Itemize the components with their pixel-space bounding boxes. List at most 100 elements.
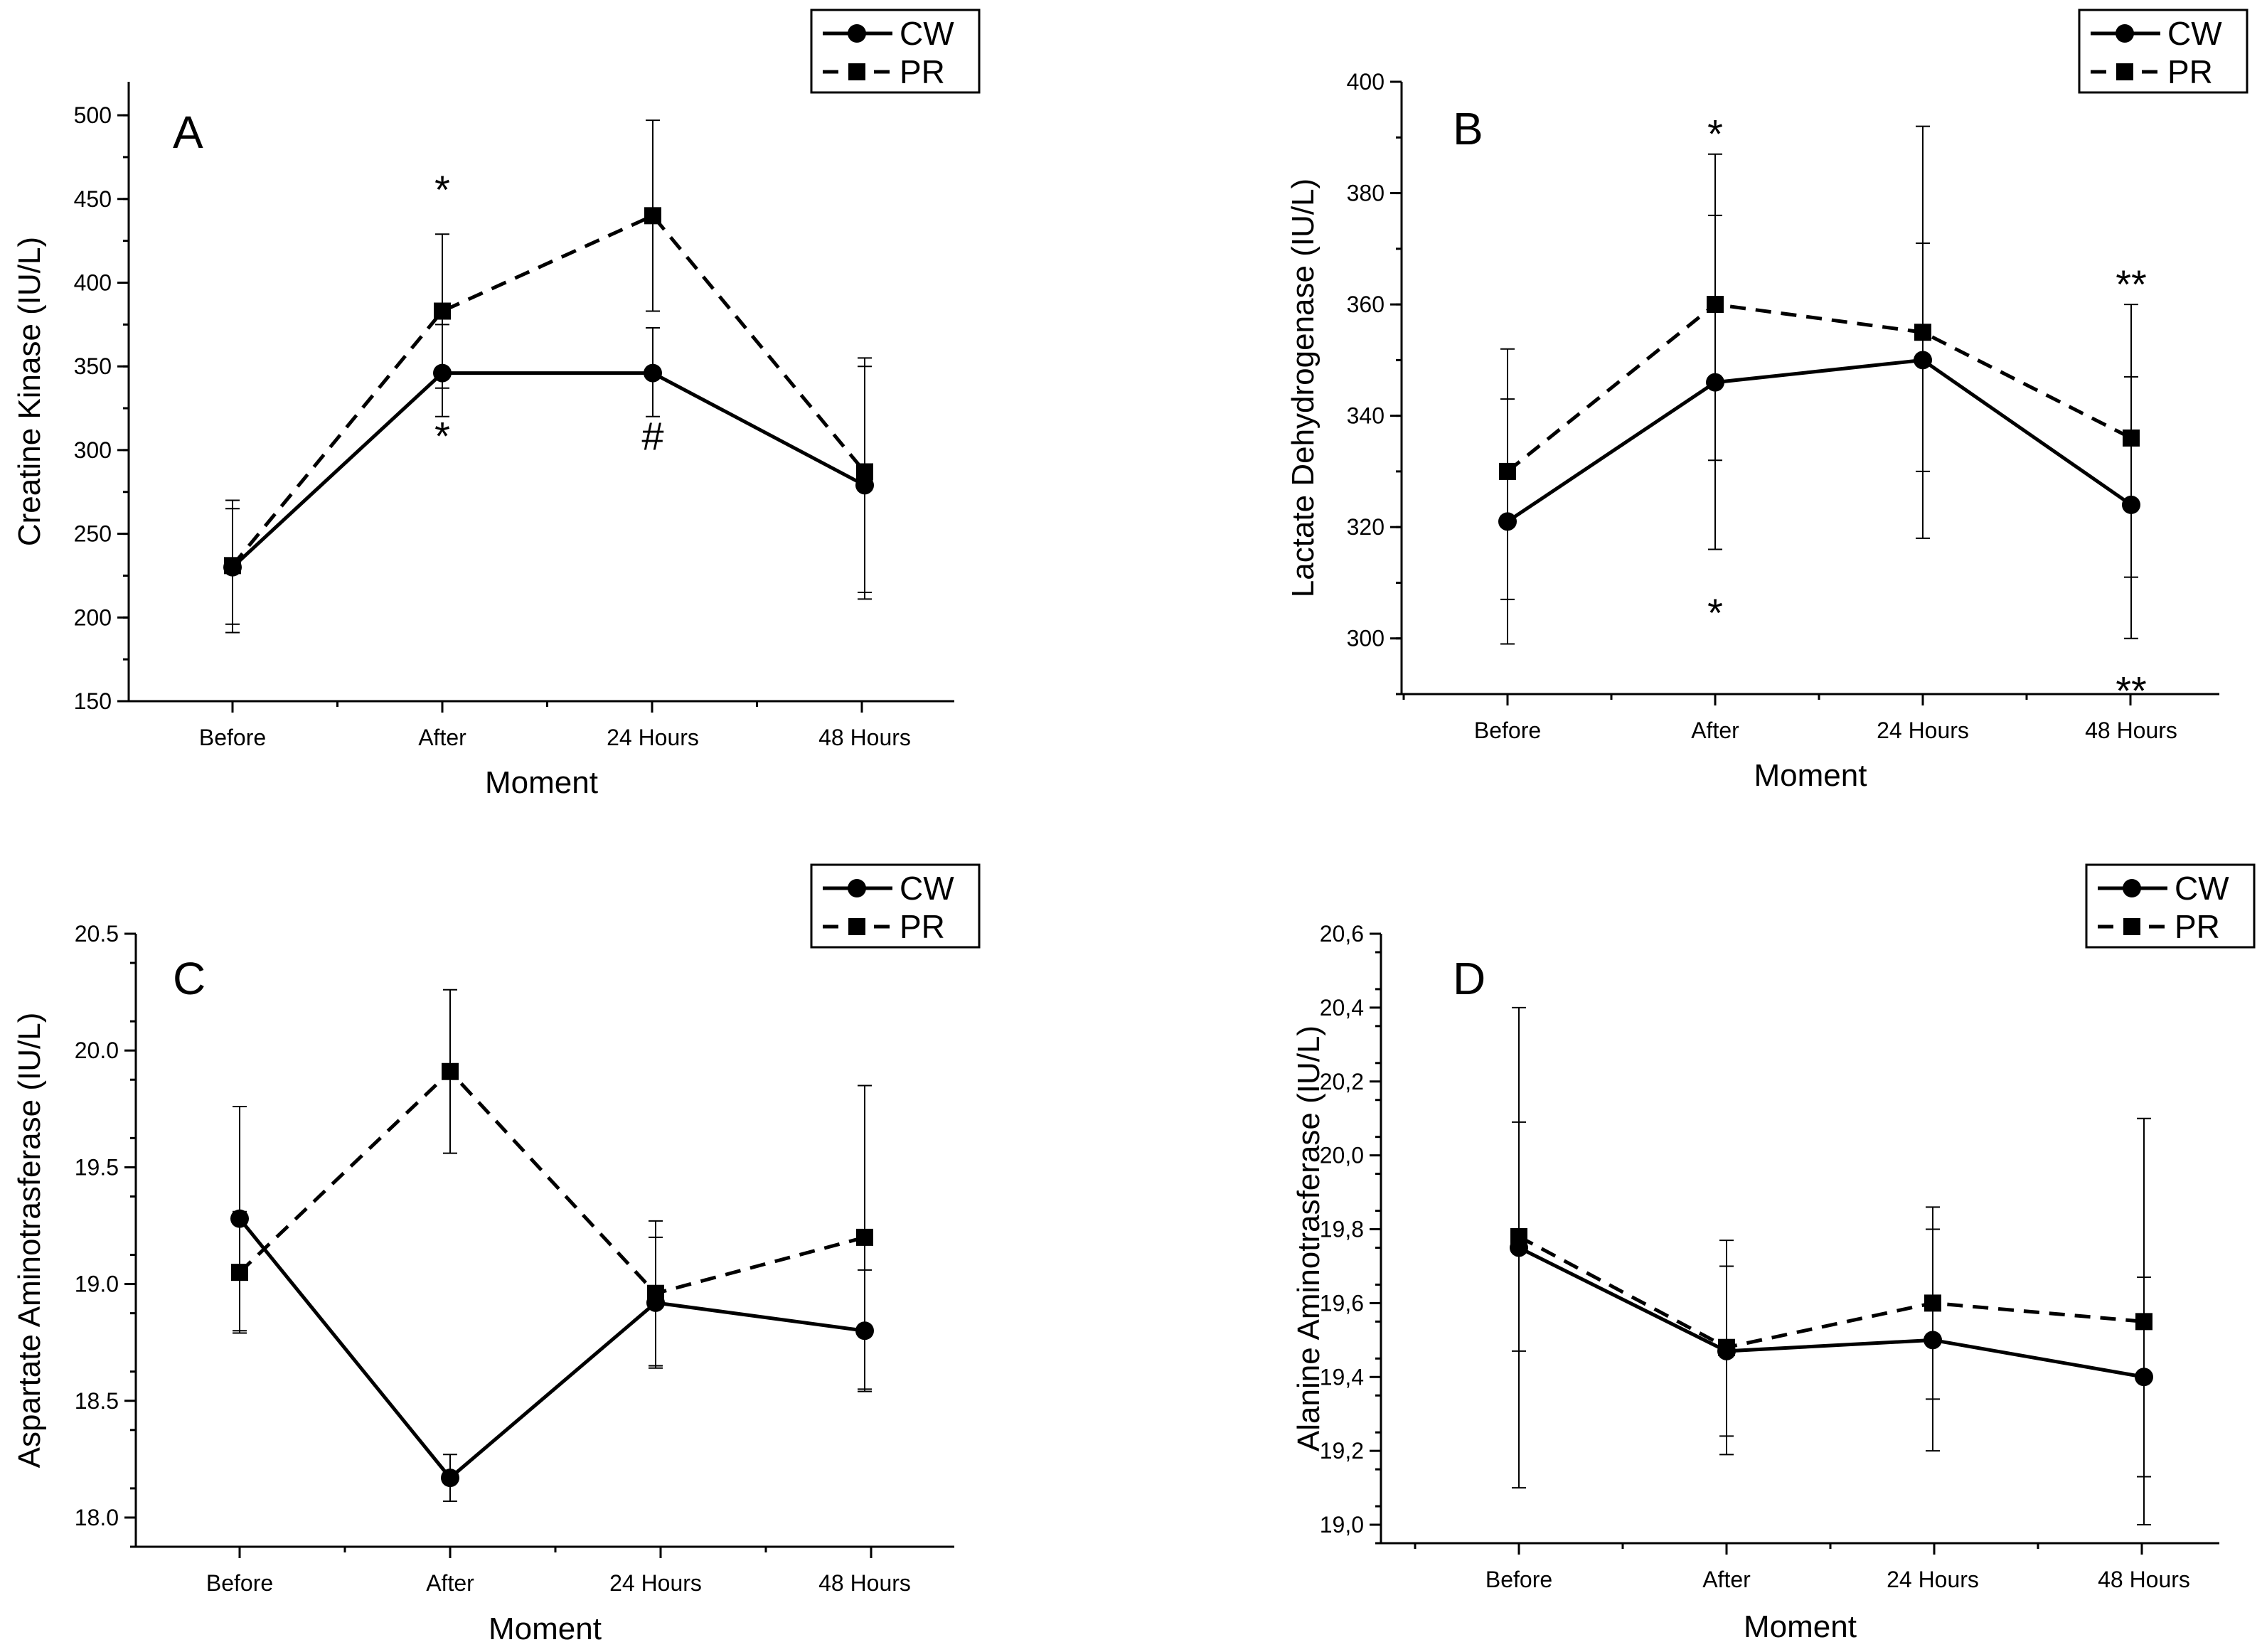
y-tick-label: 20,6 — [1320, 921, 1364, 947]
legend-marker-cw — [848, 24, 866, 43]
x-tick-label: 24 Hours — [1877, 718, 1969, 743]
y-tick-label: 450 — [74, 186, 112, 212]
series-cw — [1510, 1006, 2153, 1489]
legend-box — [810, 863, 981, 949]
y-tick-label: 20.5 — [75, 921, 119, 947]
series-pr — [224, 119, 873, 634]
series-line-pr — [238, 1069, 865, 1296]
data-point-pr — [1718, 1338, 1735, 1356]
panel-letter: C — [173, 953, 206, 1004]
legend-label: PR — [2167, 53, 2213, 90]
data-point-cw — [644, 363, 662, 383]
x-tick-label: 48 Hours — [818, 725, 911, 750]
x-tick-label: After — [418, 725, 466, 750]
x-tick-label: After — [426, 1570, 474, 1596]
series-cw — [230, 1106, 874, 1502]
significance-annotation: ** — [2116, 668, 2147, 713]
data-point-cw — [441, 1469, 459, 1488]
x-axis-title: Moment — [1744, 1609, 1857, 1644]
legend-label: CW — [900, 15, 954, 52]
y-tick-label: 19,4 — [1320, 1364, 1364, 1390]
legend-marker-pr — [2116, 63, 2133, 80]
series-pr — [1510, 1117, 2152, 1526]
y-tick-label: 19.5 — [75, 1154, 119, 1180]
significance-annotation: * — [434, 167, 450, 212]
legend-box — [810, 9, 981, 94]
panel-d: 19,0 19,2 19,4 19,6 19,8 20,0 20,2 20,4 20,6 Befo… — [1291, 863, 2256, 1644]
y-tick-label: 19.0 — [75, 1272, 119, 1297]
y-tick-label: 20,2 — [1320, 1069, 1364, 1094]
data-point-pr — [2123, 429, 2140, 447]
x-tick-label: 48 Hours — [2085, 718, 2177, 743]
data-point-pr — [644, 207, 661, 225]
y-tick-label: 19,0 — [1320, 1512, 1364, 1538]
legend-marker-cw — [2116, 24, 2134, 43]
y-axis-title: Lactate Dehydrogenase (IU/L) — [1286, 178, 1321, 597]
data-point-pr — [231, 1264, 248, 1281]
data-point-pr — [1499, 462, 1516, 480]
legend-marker-pr — [848, 918, 865, 935]
y-tick-label: 19,2 — [1320, 1438, 1364, 1464]
data-point-pr — [856, 463, 873, 481]
y-tick-label: 20.0 — [75, 1038, 119, 1063]
series-cw — [1498, 214, 2140, 639]
legend-label: CW — [2167, 15, 2222, 52]
legend-marker-cw — [2123, 879, 2141, 897]
y-tick-label: 250 — [74, 521, 112, 547]
significance-annotation: # — [641, 413, 663, 458]
x-tick-label: Before — [1474, 718, 1541, 743]
legend-box — [2085, 863, 2256, 949]
significance-annotation: ** — [2116, 262, 2147, 307]
data-point-pr — [2135, 1313, 2152, 1331]
data-point-pr — [434, 302, 451, 320]
x-tick-label: 24 Hours — [609, 1570, 702, 1596]
y-tick-label: 500 — [74, 102, 112, 128]
x-tick-label: After — [1691, 718, 1739, 743]
y-tick-label: 150 — [74, 688, 112, 714]
y-tick-label: 350 — [74, 353, 112, 379]
legend-box — [2078, 9, 2248, 94]
y-tick-label: 320 — [1347, 514, 1385, 540]
x-tick-label: 48 Hours — [818, 1570, 911, 1596]
y-tick-label: 20,0 — [1320, 1143, 1364, 1168]
data-point-pr — [442, 1062, 459, 1080]
data-point-pr — [1510, 1227, 1527, 1245]
x-tick-label: Before — [199, 725, 266, 750]
significance-annotation: * — [1707, 112, 1723, 156]
series-cw — [223, 324, 874, 625]
x-tick-label: 24 Hours — [607, 725, 699, 750]
x-tick-label: 48 Hours — [2098, 1567, 2190, 1592]
panel-letter: B — [1453, 103, 1483, 154]
data-point-pr — [856, 1228, 873, 1246]
y-tick-label: 300 — [74, 437, 112, 463]
series-line-cw — [1517, 1246, 2145, 1379]
series-pr — [1499, 125, 2140, 645]
data-point-pr — [647, 1284, 664, 1302]
series-line-pr — [1517, 1235, 2145, 1350]
data-point-pr — [224, 557, 241, 575]
legend-label: CW — [900, 870, 954, 907]
series-line-cw — [238, 1217, 865, 1481]
legend-marker-pr — [848, 63, 865, 80]
y-tick-label: 18.0 — [75, 1505, 119, 1530]
y-axis-title: Alanine Aminotrasferase (IU/L) — [1291, 1025, 1326, 1451]
legend-label: CW — [2175, 870, 2229, 907]
y-tick-label: 380 — [1347, 181, 1385, 206]
series-line-pr — [1506, 302, 2133, 473]
y-tick-label: 19,6 — [1320, 1290, 1364, 1316]
series-line-pr — [231, 213, 866, 567]
x-axis-title: Moment — [489, 1611, 602, 1646]
y-tick-label: 19,8 — [1320, 1217, 1364, 1242]
y-tick-label: 340 — [1347, 403, 1385, 429]
significance-annotation: * — [1707, 590, 1723, 635]
y-tick-label: 400 — [1347, 69, 1385, 95]
data-point-pr — [1914, 324, 1931, 341]
x-tick-label: 24 Hours — [1887, 1567, 1979, 1592]
panel-b: 300 320 340 360 380 400 Before After 24 Hours 48 … — [1286, 9, 2248, 793]
y-tick-label: 200 — [74, 604, 112, 630]
legend-label: PR — [900, 908, 945, 945]
